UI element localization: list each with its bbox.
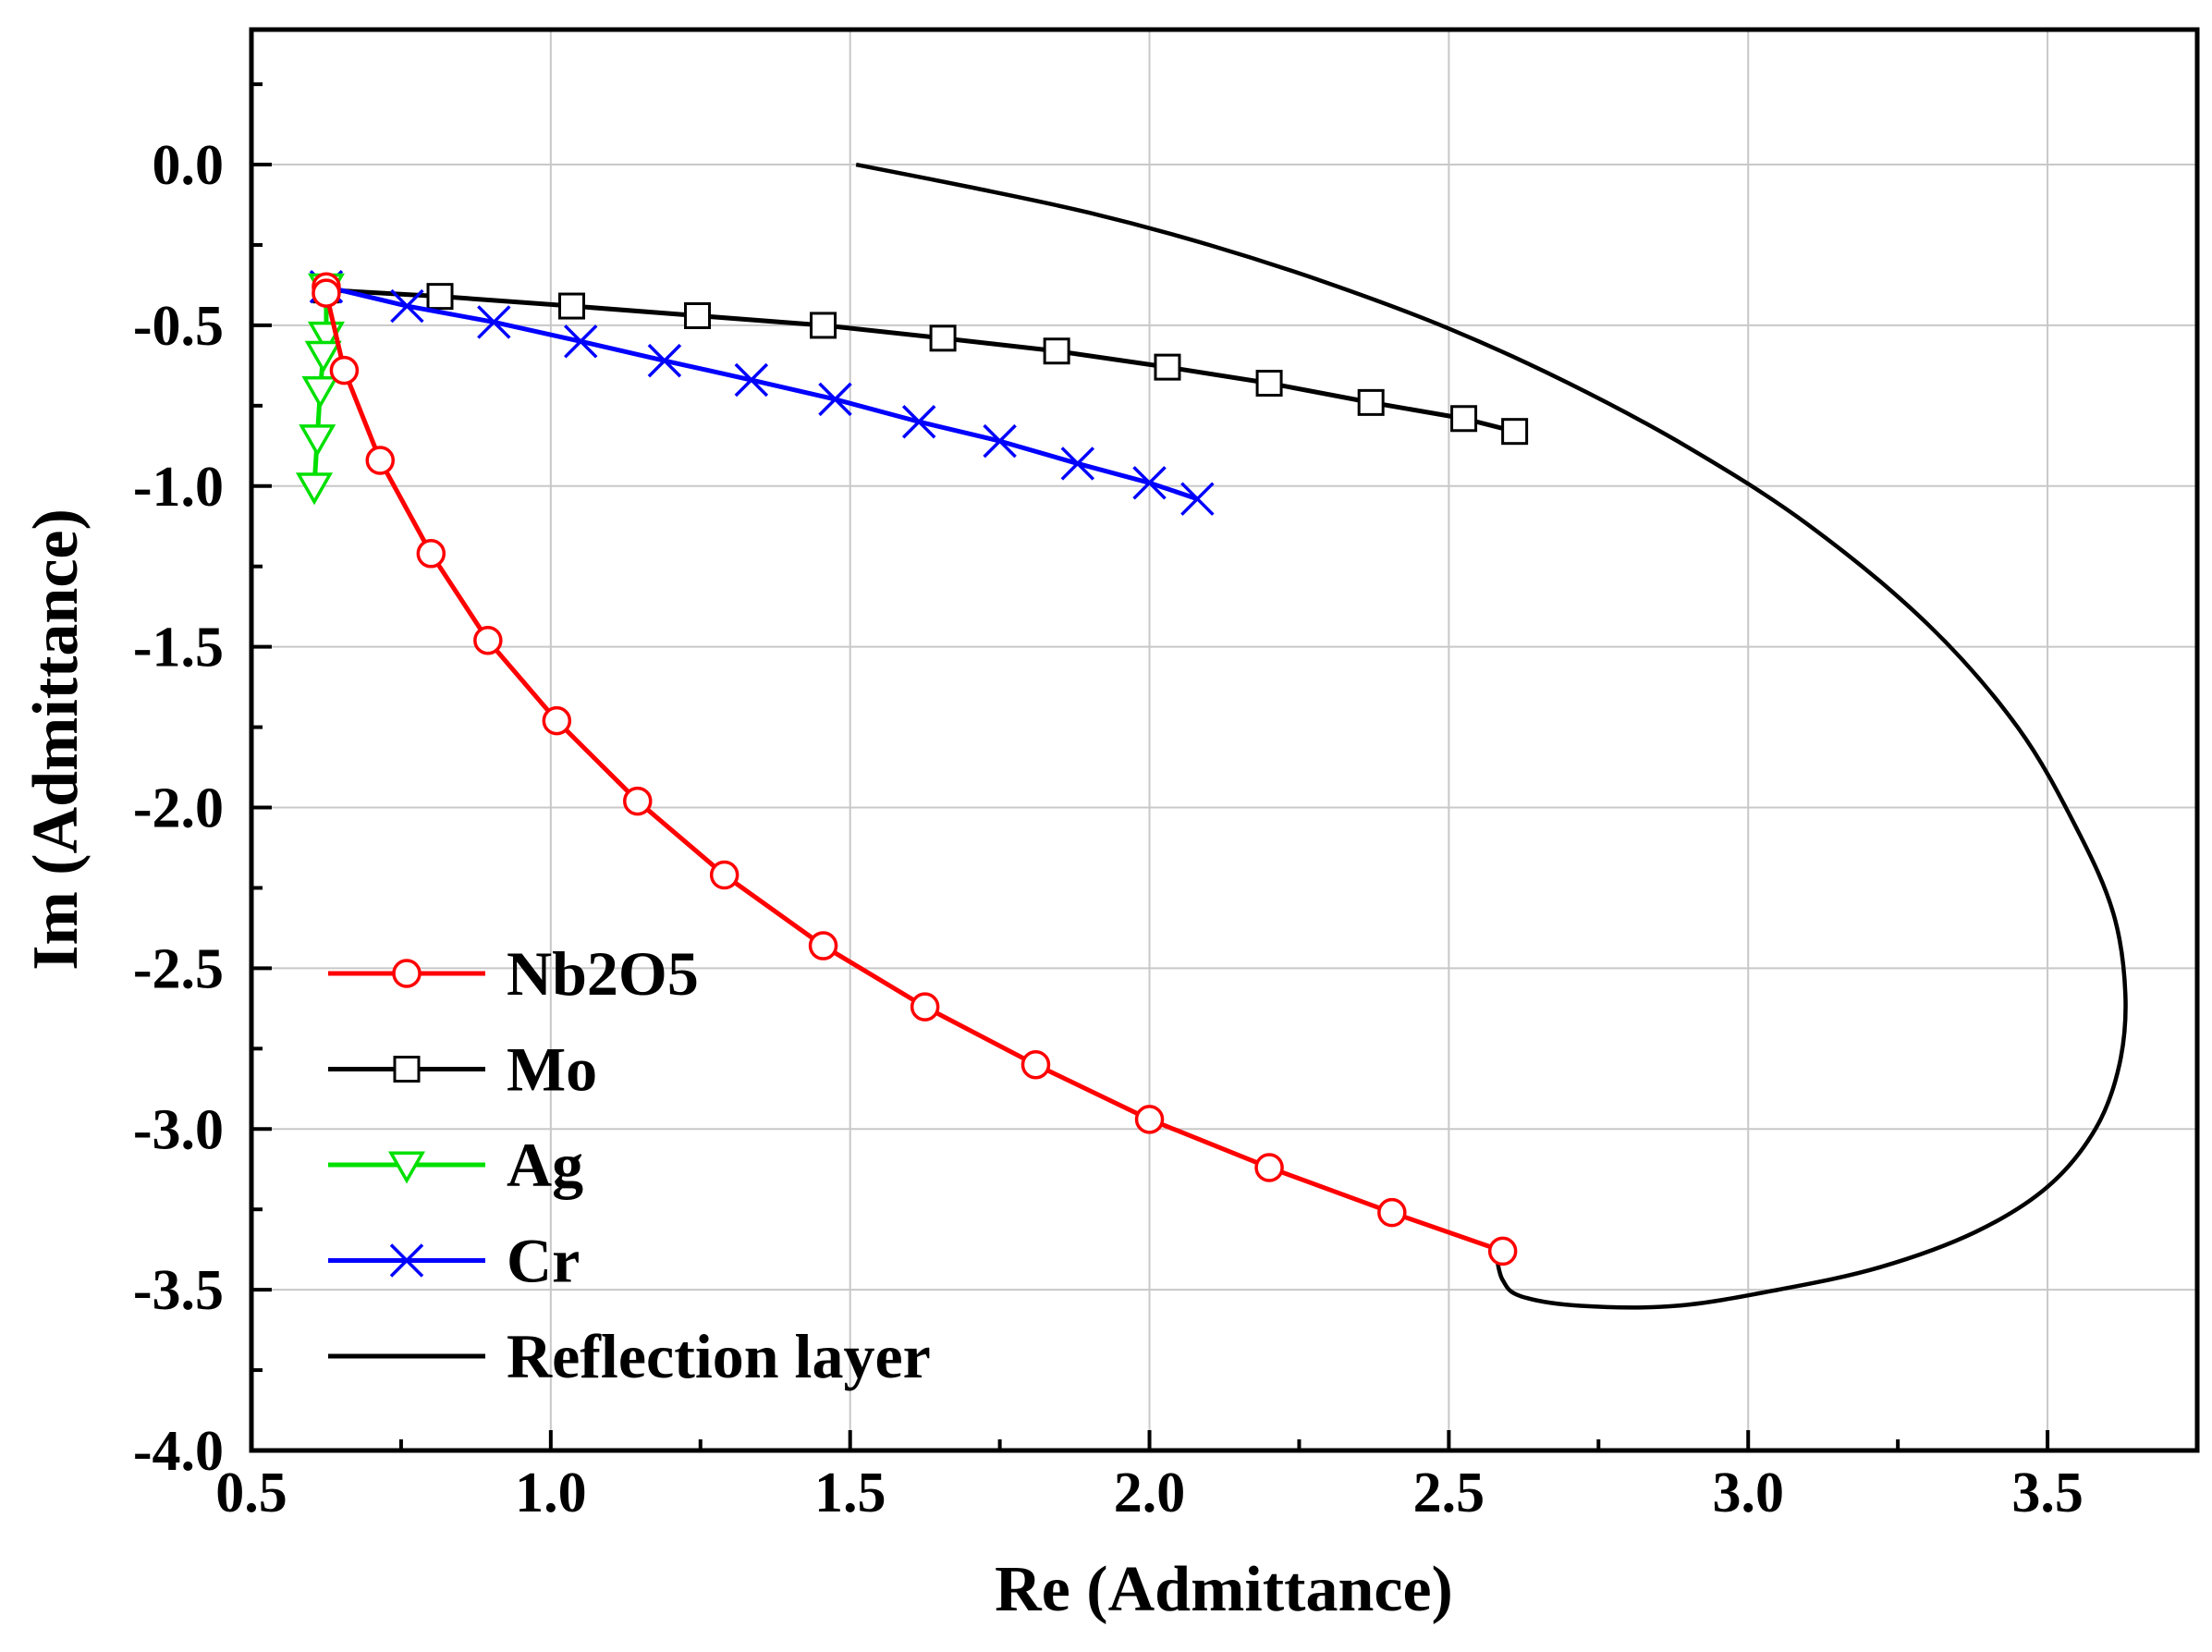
data-point-cr bbox=[983, 423, 1017, 459]
x-tick-label: 0.5 bbox=[215, 1462, 287, 1524]
y-tick-label: -3.0 bbox=[133, 1098, 224, 1161]
data-point-mo bbox=[684, 301, 712, 329]
data-point-nb2o5 bbox=[365, 446, 396, 475]
x-tick-label: 2.5 bbox=[1413, 1462, 1485, 1524]
data-point-mo bbox=[558, 292, 586, 320]
data-point-nb2o5 bbox=[910, 992, 940, 1022]
data-point-ag bbox=[295, 472, 334, 506]
legend-label-reflection-layer: Reflection layer bbox=[507, 1321, 931, 1391]
legend-label-cr: Cr bbox=[507, 1226, 580, 1296]
tick-labels: 0.5 1.0 1.5 2.0 2.5 3.0 3.5 0.0 -0.5 -1.0 -1.5 -2.0… bbox=[133, 134, 2084, 1524]
data-point-nb2o5 bbox=[709, 860, 739, 890]
data-point-nb2o5 bbox=[1377, 1197, 1407, 1228]
data-point-mo bbox=[810, 312, 837, 339]
data-point-cr bbox=[390, 288, 424, 324]
y-tick-label: -3.5 bbox=[133, 1259, 224, 1322]
legend-label-nb2o5: Nb2O5 bbox=[507, 938, 699, 1009]
data-point-mo bbox=[1043, 337, 1070, 365]
data-point-cr bbox=[1132, 466, 1167, 500]
data-point-nb2o5 bbox=[1020, 1049, 1051, 1080]
plot-frame bbox=[249, 27, 2200, 1453]
data-point-ag bbox=[304, 340, 342, 373]
data-point-cr bbox=[818, 382, 852, 417]
y-tick-label: -4.0 bbox=[133, 1420, 224, 1483]
x-tick-label: 3.0 bbox=[1712, 1462, 1784, 1524]
data-point-cr bbox=[477, 305, 511, 339]
data-point-cr bbox=[563, 324, 598, 359]
x-tick-label: 2.0 bbox=[1114, 1462, 1186, 1524]
legend-marker-mo bbox=[393, 1056, 421, 1083]
data-point-nb2o5 bbox=[808, 931, 838, 961]
data-point-mo bbox=[1501, 418, 1529, 446]
data-point-mo bbox=[1154, 353, 1181, 381]
data-point-nb2o5 bbox=[542, 705, 572, 736]
data-point-nb2o5 bbox=[1487, 1236, 1518, 1267]
series-line-nb2o5 bbox=[324, 287, 1504, 1254]
data-point-mo bbox=[929, 324, 957, 352]
series-line-reflection-layer bbox=[855, 162, 2128, 1310]
x-axis-title: Re (Admittance) bbox=[995, 1554, 1453, 1625]
legend-marker-ag bbox=[387, 1151, 426, 1184]
data-point-cr bbox=[1060, 447, 1095, 481]
y-tick-label: -1.5 bbox=[133, 617, 224, 679]
data-point-mo bbox=[1450, 405, 1478, 433]
y-tick-label: -1.0 bbox=[133, 456, 224, 519]
legend-label-mo: Mo bbox=[507, 1034, 597, 1105]
y-axis-title: Im (Admittance) bbox=[20, 508, 92, 971]
legend-marker-cr bbox=[389, 1243, 424, 1278]
data-series bbox=[295, 162, 2128, 1310]
legend-label-ag: Ag bbox=[507, 1130, 583, 1200]
legend-marker-nb2o5 bbox=[392, 959, 422, 988]
data-point-cr bbox=[647, 343, 682, 378]
data-point-nb2o5 bbox=[1254, 1153, 1284, 1182]
legend: Nb2O5 Mo Ag Cr Reflection layer bbox=[328, 938, 931, 1391]
data-point-cr bbox=[1180, 482, 1215, 516]
data-point-nb2o5 bbox=[473, 625, 503, 655]
x-tick-label: 1.5 bbox=[814, 1462, 886, 1524]
series-line-cr bbox=[325, 284, 1199, 502]
data-point-cr bbox=[901, 405, 936, 439]
y-tick-label: -0.5 bbox=[133, 295, 224, 358]
y-tick-label: -2.0 bbox=[133, 777, 224, 840]
data-point-mo bbox=[1255, 370, 1283, 398]
y-tick-label: 0.0 bbox=[153, 134, 225, 197]
data-point-mo bbox=[426, 283, 454, 311]
data-point-nb2o5 bbox=[329, 355, 360, 385]
series-line-mo bbox=[325, 288, 1516, 434]
data-point-cr bbox=[734, 362, 769, 398]
data-point-ag bbox=[301, 375, 339, 409]
x-tick-label: 1.0 bbox=[515, 1462, 587, 1524]
data-point-mo bbox=[1357, 388, 1385, 416]
x-tick-label: 3.5 bbox=[2011, 1462, 2084, 1524]
data-point-ag bbox=[299, 424, 336, 458]
data-point-nb2o5 bbox=[312, 278, 341, 308]
data-point-nb2o5 bbox=[416, 539, 446, 569]
data-point-nb2o5 bbox=[1134, 1105, 1165, 1134]
y-tick-label: -2.5 bbox=[133, 937, 224, 1000]
grid-lines bbox=[251, 30, 2197, 1451]
data-point-nb2o5 bbox=[623, 786, 653, 816]
